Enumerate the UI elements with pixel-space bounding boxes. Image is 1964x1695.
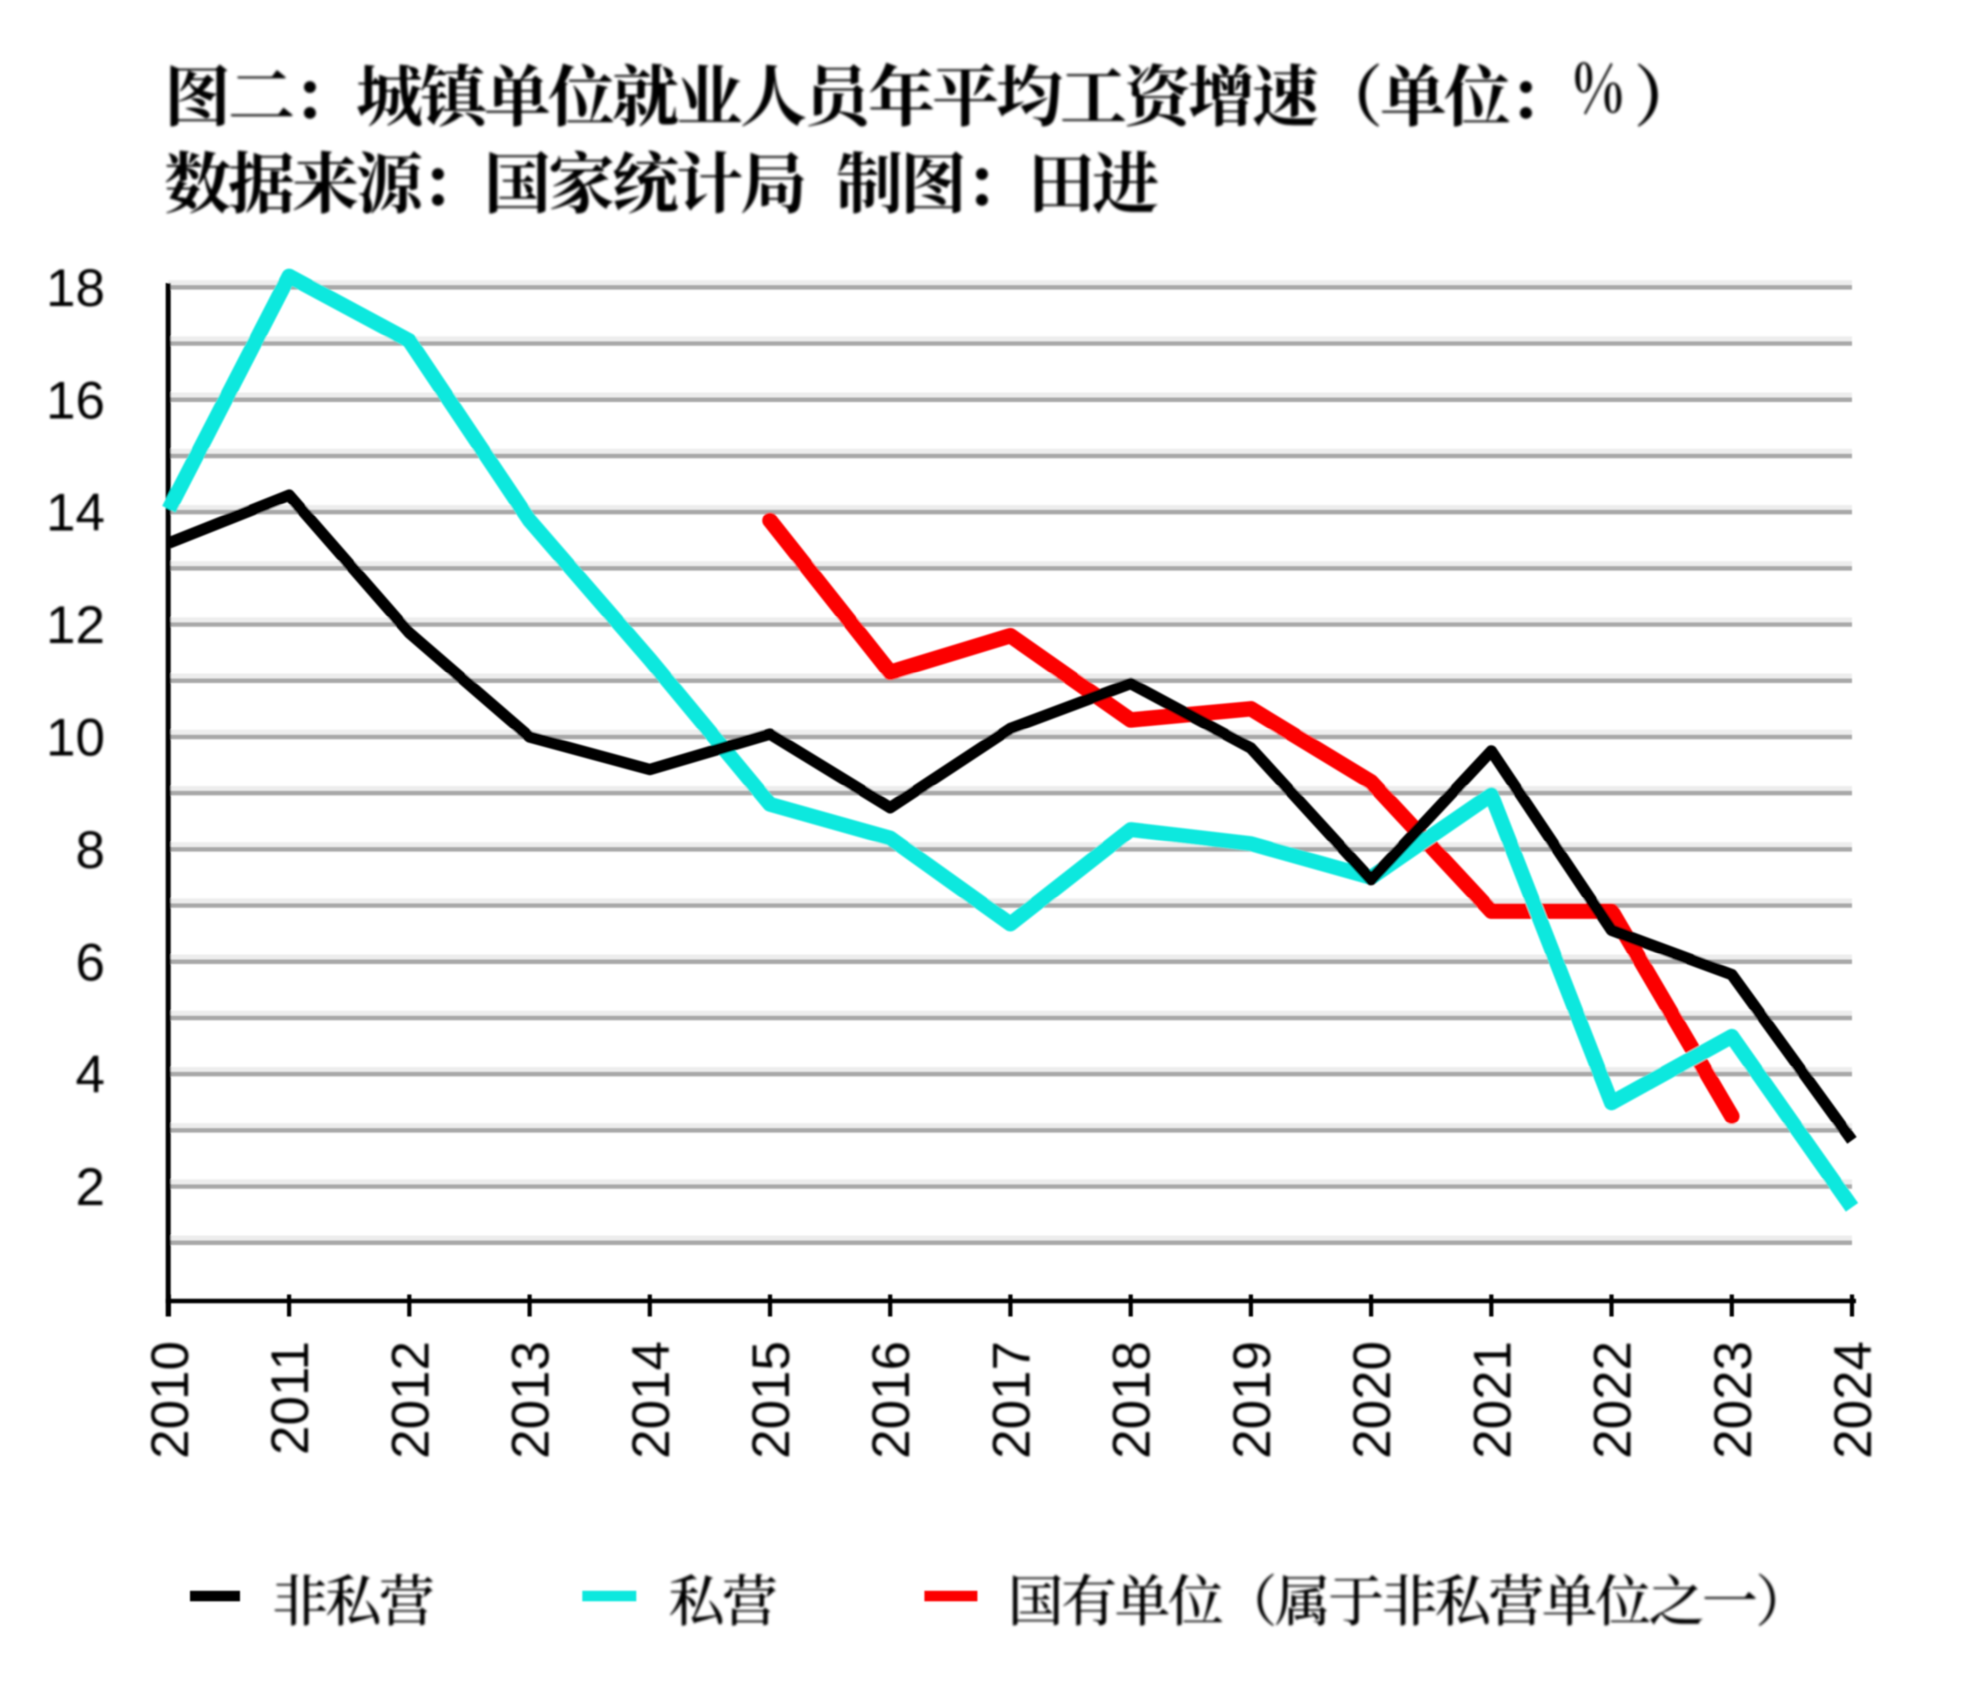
svg-text:2021: 2021 [1463, 1341, 1522, 1459]
svg-text:2022: 2022 [1584, 1341, 1643, 1459]
svg-text:2024: 2024 [1824, 1341, 1883, 1459]
svg-text:2013: 2013 [502, 1341, 561, 1459]
svg-text:2023: 2023 [1704, 1341, 1763, 1459]
svg-text:18: 18 [46, 259, 105, 318]
svg-text:12: 12 [46, 596, 105, 655]
svg-text:2010: 2010 [141, 1341, 200, 1459]
svg-text:6: 6 [76, 933, 105, 992]
svg-text:2015: 2015 [742, 1341, 801, 1459]
svg-text:2020: 2020 [1343, 1341, 1402, 1459]
svg-text:2016: 2016 [862, 1341, 921, 1459]
svg-text:2012: 2012 [381, 1341, 440, 1459]
svg-text:2011: 2011 [261, 1341, 320, 1455]
svg-text:4: 4 [76, 1046, 105, 1105]
svg-text:2018: 2018 [1103, 1341, 1162, 1459]
svg-text:10: 10 [46, 709, 105, 768]
svg-text:2019: 2019 [1223, 1341, 1282, 1459]
svg-text:16: 16 [46, 371, 105, 430]
svg-text:14: 14 [46, 484, 105, 543]
svg-text:8: 8 [76, 821, 105, 880]
svg-text:2: 2 [76, 1158, 105, 1217]
svg-text:2017: 2017 [982, 1341, 1041, 1459]
svg-text:2014: 2014 [622, 1341, 681, 1459]
